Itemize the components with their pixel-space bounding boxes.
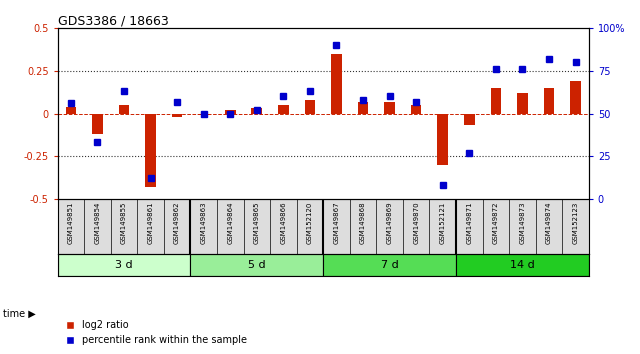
Legend: log2 ratio, percentile rank within the sample: log2 ratio, percentile rank within the s… [63, 316, 251, 349]
Bar [191, 255, 323, 276]
Text: GSM149862: GSM149862 [174, 201, 180, 244]
Bar [225, 110, 236, 114]
Text: 5 d: 5 d [248, 260, 266, 270]
Bar [456, 255, 589, 276]
Bar [118, 105, 129, 114]
Text: GSM149872: GSM149872 [493, 201, 499, 244]
Text: GSM149865: GSM149865 [254, 201, 260, 244]
Bar [58, 255, 191, 276]
Text: GSM149864: GSM149864 [227, 201, 233, 244]
Bar [437, 114, 448, 165]
Text: 3 d: 3 d [115, 260, 133, 270]
Text: GSM149870: GSM149870 [413, 201, 419, 244]
Text: GSM152123: GSM152123 [573, 201, 579, 244]
Bar [278, 105, 289, 114]
Text: GSM149869: GSM149869 [387, 201, 392, 244]
Text: 14 d: 14 d [510, 260, 535, 270]
Bar [384, 102, 395, 114]
Text: GSM149854: GSM149854 [95, 201, 100, 244]
Text: GSM149863: GSM149863 [201, 201, 207, 244]
Bar [464, 114, 475, 125]
Text: GSM149873: GSM149873 [520, 201, 525, 244]
Bar [172, 114, 182, 117]
Text: GSM149851: GSM149851 [68, 201, 74, 244]
Bar [490, 88, 501, 114]
Text: 7 d: 7 d [381, 260, 399, 270]
Bar [331, 54, 342, 114]
Bar [305, 100, 316, 114]
Text: time ▶: time ▶ [3, 308, 36, 318]
Bar [252, 108, 262, 114]
Bar [517, 93, 528, 114]
Text: GSM149874: GSM149874 [546, 201, 552, 244]
Text: GSM149861: GSM149861 [148, 201, 154, 244]
Bar [543, 88, 554, 114]
Text: GSM152121: GSM152121 [440, 201, 445, 244]
Bar [411, 105, 422, 114]
Bar [145, 114, 156, 187]
Bar [65, 107, 76, 114]
Text: GSM149871: GSM149871 [467, 201, 472, 244]
Bar [198, 114, 209, 115]
Bar [570, 81, 581, 114]
Bar [92, 114, 103, 134]
Text: GSM152120: GSM152120 [307, 201, 313, 244]
Text: GSM149866: GSM149866 [280, 201, 286, 244]
Bar [323, 255, 456, 276]
Text: GSM149867: GSM149867 [333, 201, 339, 244]
Text: GSM149855: GSM149855 [121, 201, 127, 244]
Text: GDS3386 / 18663: GDS3386 / 18663 [58, 14, 168, 27]
Text: GSM149868: GSM149868 [360, 201, 366, 244]
Bar [358, 102, 369, 114]
